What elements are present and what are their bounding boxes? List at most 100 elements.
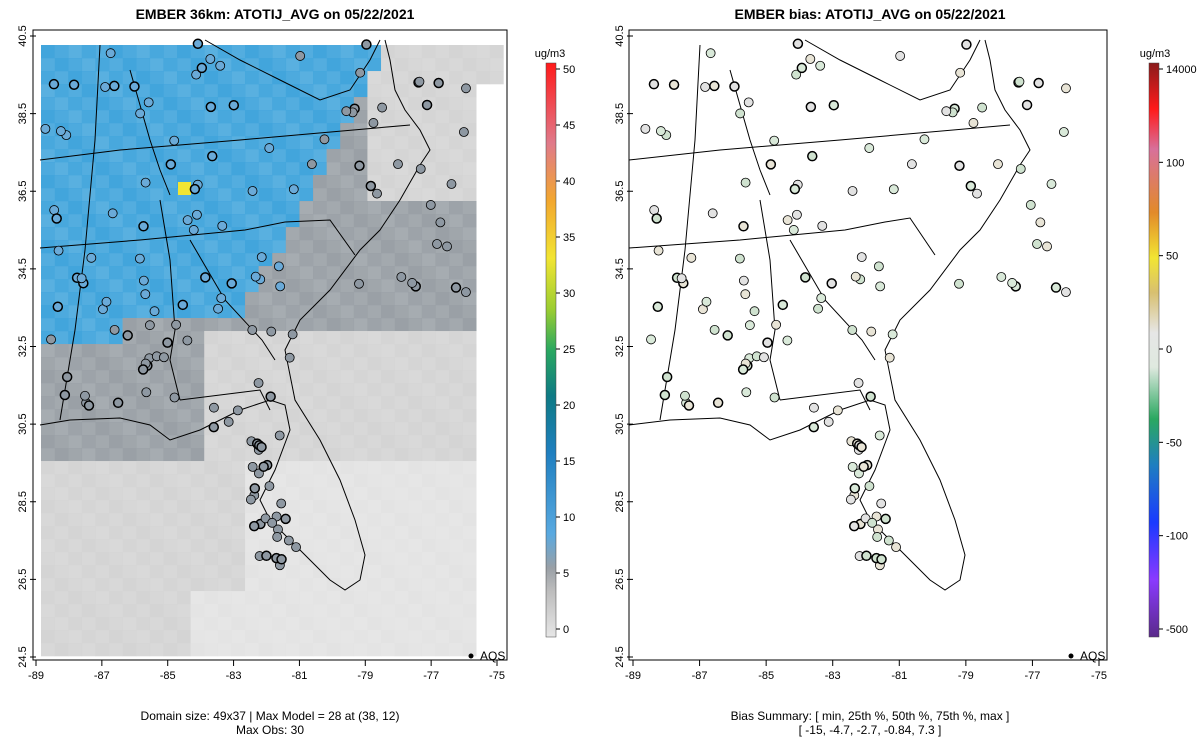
grid-cell	[163, 487, 178, 501]
aqs-bias-marker	[816, 293, 827, 304]
grid-cell	[313, 552, 327, 566]
grid-cell	[313, 617, 327, 631]
grid-cell	[462, 396, 477, 410]
aqs-bias-marker	[1035, 217, 1046, 228]
grid-cell	[394, 357, 409, 371]
grid-cell	[54, 162, 69, 176]
grid-cell	[81, 331, 96, 345]
grid-cell	[394, 305, 409, 319]
aqs-site-marker	[377, 102, 388, 113]
grid-cell	[204, 318, 219, 332]
grid-cell	[299, 396, 314, 410]
grid-cell	[217, 188, 232, 202]
grid-cell	[54, 448, 69, 462]
grid-cell	[258, 539, 273, 553]
grid-cell	[408, 45, 423, 59]
colorbar-tick-label: 10	[563, 512, 575, 524]
grid-cell	[462, 617, 477, 631]
grid-cell	[231, 214, 246, 228]
grid-cell	[109, 461, 123, 475]
grid-cell	[299, 71, 314, 85]
grid-cell	[353, 84, 368, 98]
right-map-figure: AQS -89 -87 -85 -83 -81 -79 -77 -75 24.526.528.…	[614, 25, 1108, 682]
grid-cell	[367, 71, 382, 85]
grid-cell	[340, 331, 355, 345]
right-colorbar-unit: ug/m3	[1140, 48, 1171, 60]
grid-cell	[313, 357, 327, 371]
grid-cell	[381, 240, 395, 254]
grid-cell	[353, 643, 368, 657]
grid-cell	[421, 45, 436, 59]
aqs-site-marker	[407, 278, 418, 288]
aqs-site-marker	[107, 208, 118, 219]
grid-cell	[462, 539, 477, 553]
aqs-bias-marker	[1050, 282, 1062, 293]
aqs-site-marker	[291, 542, 301, 553]
x-tick-label: -75	[489, 670, 505, 682]
grid-cell	[163, 279, 178, 293]
grid-cell	[367, 526, 382, 540]
aqs-bias-marker	[737, 364, 749, 375]
grid-cell	[408, 474, 423, 488]
aqs-site-marker	[421, 99, 433, 111]
grid-cell	[163, 617, 178, 631]
grid-cell	[177, 539, 191, 553]
right-caption-bias-values: [ -15, -4.7, -2.7, -0.84, 7.3 ]	[798, 723, 942, 737]
grid-cell	[258, 578, 273, 592]
grid-cell	[394, 279, 409, 293]
grid-cell	[109, 331, 123, 345]
grid-cell	[449, 461, 463, 475]
grid-cell	[149, 591, 164, 605]
grid-cell	[41, 162, 55, 176]
grid-cell	[109, 292, 123, 306]
grid-cell	[136, 240, 151, 254]
aqs-bias-marker	[809, 402, 819, 413]
grid-cell	[408, 552, 423, 566]
grid-cell	[435, 331, 450, 345]
grid-cell	[81, 84, 96, 98]
grid-cell	[285, 578, 300, 592]
grid-cell	[68, 552, 83, 566]
grid-cell	[41, 240, 55, 254]
grid-cell	[41, 279, 55, 293]
grid-cell	[217, 357, 232, 371]
grid-cell	[122, 175, 137, 189]
grid-cell	[81, 513, 96, 527]
grid-cell	[81, 318, 96, 332]
y-tick-label: 24.5	[17, 646, 29, 667]
grid-cell	[231, 357, 246, 371]
grid-cell	[204, 487, 219, 501]
grid-cell	[190, 331, 205, 345]
grid-cell	[109, 227, 123, 241]
colorbar-tick-label: 35	[563, 232, 575, 244]
grid-cell	[163, 175, 178, 189]
grid-cell	[367, 474, 382, 488]
grid-cell	[449, 227, 463, 241]
grid-cell	[340, 422, 355, 436]
aqs-bias-marker	[828, 99, 840, 111]
grid-cell	[68, 565, 83, 579]
grid-cell	[435, 370, 450, 384]
grid-cell	[41, 422, 55, 436]
grid-cell	[435, 188, 450, 202]
grid-cell	[231, 565, 246, 579]
grid-cell	[149, 84, 164, 98]
grid-cell	[285, 266, 300, 280]
left-caption-domain: Domain size: 49x37 | Max Model = 28 at (…	[140, 709, 400, 723]
colorbar-tick-label: -500	[1166, 624, 1188, 636]
grid-cell	[149, 331, 164, 345]
grid-cell	[204, 201, 219, 215]
aqs-bias-marker	[762, 337, 773, 348]
grid-cell	[272, 357, 287, 371]
aqs-bias-marker	[832, 405, 843, 416]
y-tick-label: 40.5	[614, 25, 626, 46]
grid-cell	[326, 591, 341, 605]
grid-cell	[245, 305, 259, 319]
grid-cell	[462, 188, 477, 202]
grid-cell	[449, 305, 463, 319]
grid-cell	[449, 149, 463, 163]
grid-cell	[245, 539, 259, 553]
grid-cell	[136, 149, 151, 163]
grid-cell	[421, 409, 436, 423]
grid-cell	[217, 149, 232, 163]
